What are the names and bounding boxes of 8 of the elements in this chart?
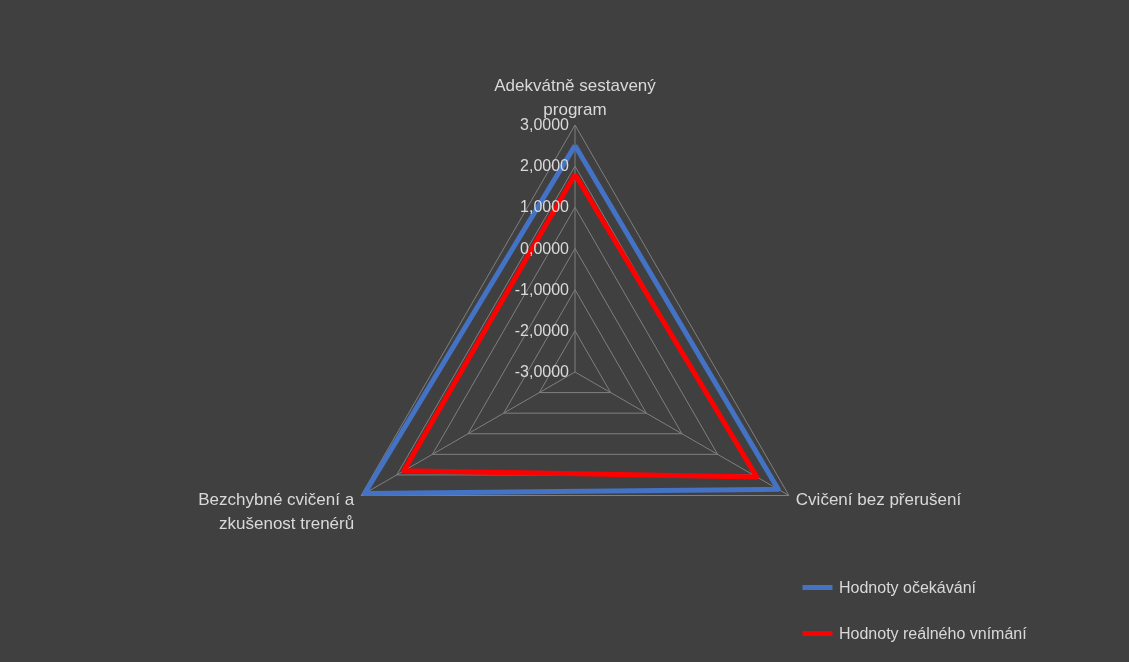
y-tick-label: -1,0000: [514, 280, 570, 298]
spoke-label: Adekvátně sestavený program: [494, 76, 657, 119]
y-tick-label: -3,0000: [514, 363, 570, 380]
spoke-label: Cvičení bez přerušení: [795, 489, 962, 509]
spoke-label: Bezchybné cvičení a zkušenost trenérů: [198, 489, 355, 533]
y-tick-label: -2,0000: [514, 321, 570, 339]
legend-label: Hodnoty očekávání: [839, 578, 977, 596]
legend-label: Hodnoty reálného vnímání: [839, 624, 1028, 642]
